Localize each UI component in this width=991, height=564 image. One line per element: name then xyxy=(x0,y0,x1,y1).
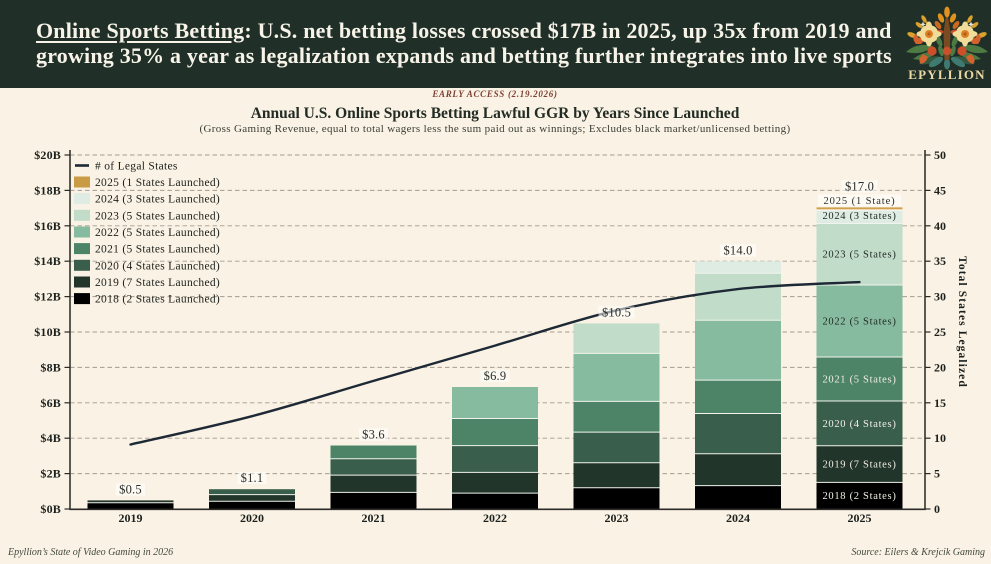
svg-text:$20B: $20B xyxy=(34,148,61,162)
svg-text:2021 (5 States Launched): 2021 (5 States Launched) xyxy=(95,244,220,256)
svg-text:2020 (4 States): 2020 (4 States) xyxy=(822,419,896,430)
svg-text:45: 45 xyxy=(934,183,946,197)
svg-text:15: 15 xyxy=(934,396,946,410)
svg-text:2025 (1 States Launched): 2025 (1 States Launched) xyxy=(95,177,220,189)
svg-text:$12B: $12B xyxy=(34,290,61,304)
svg-text:2022: 2022 xyxy=(483,511,507,525)
svg-text:2019: 2019 xyxy=(119,511,143,525)
svg-text:$14.0: $14.0 xyxy=(723,244,752,258)
svg-text:2023 (5 States): 2023 (5 States) xyxy=(822,250,896,261)
svg-text:$3.6: $3.6 xyxy=(362,428,385,442)
svg-text:$16B: $16B xyxy=(34,219,61,233)
svg-text:2025 (1 State): 2025 (1 State) xyxy=(823,196,895,207)
svg-text:2020 (4 States Launched): 2020 (4 States Launched) xyxy=(95,260,220,272)
svg-text:$1.1: $1.1 xyxy=(241,471,264,485)
svg-text:2023: 2023 xyxy=(605,511,629,525)
svg-text:$6B: $6B xyxy=(40,396,61,410)
svg-text:2023 (5 States Launched): 2023 (5 States Launched) xyxy=(95,210,220,222)
svg-text:2020: 2020 xyxy=(240,511,264,525)
svg-text:$10B: $10B xyxy=(34,325,61,339)
svg-text:25: 25 xyxy=(934,325,946,339)
svg-text:$4B: $4B xyxy=(40,431,61,445)
svg-text:$10.5: $10.5 xyxy=(602,306,631,320)
svg-text:50: 50 xyxy=(934,148,946,162)
svg-text:30: 30 xyxy=(934,290,946,304)
svg-text:2022 (5 States Launched): 2022 (5 States Launched) xyxy=(95,227,220,239)
svg-text:(Gross Gaming Revenue, equal t: (Gross Gaming Revenue, equal to total wa… xyxy=(199,123,790,135)
svg-text:5: 5 xyxy=(934,467,940,481)
svg-text:$18B: $18B xyxy=(34,183,61,197)
svg-text:$17.0: $17.0 xyxy=(845,180,874,194)
svg-text:2024 (3 States Launched): 2024 (3 States Launched) xyxy=(95,194,220,206)
svg-text:2019 (7 States Launched): 2019 (7 States Launched) xyxy=(95,277,220,289)
svg-text:2024: 2024 xyxy=(726,511,750,525)
svg-text:2024 (3 States): 2024 (3 States) xyxy=(822,211,896,222)
svg-text:Annual U.S. Online Sports Bett: Annual U.S. Online Sports Betting Lawful… xyxy=(251,105,740,122)
svg-text:2019 (7 States): 2019 (7 States) xyxy=(822,460,896,471)
svg-text:EARLY ACCESS (2.19.2026): EARLY ACCESS (2.19.2026) xyxy=(431,89,557,99)
svg-text:35: 35 xyxy=(934,254,946,268)
svg-text:$2B: $2B xyxy=(40,467,61,481)
svg-text:2021 (5 States): 2021 (5 States) xyxy=(822,375,896,386)
svg-text:40: 40 xyxy=(934,219,946,233)
svg-text:Total States Legalized: Total States Legalized xyxy=(956,256,968,388)
svg-text:2021: 2021 xyxy=(362,511,386,525)
svg-text:# of Legal States: # of Legal States xyxy=(95,161,178,173)
svg-text:2018 (2 States Launched): 2018 (2 States Launched) xyxy=(95,294,220,306)
svg-text:$0B: $0B xyxy=(40,502,61,516)
svg-text:10: 10 xyxy=(934,431,946,445)
svg-text:$8B: $8B xyxy=(40,360,61,374)
svg-text:EPYLLION: EPYLLION xyxy=(908,67,986,82)
svg-text:$0.5: $0.5 xyxy=(119,483,142,497)
svg-text:$6.9: $6.9 xyxy=(484,369,507,383)
svg-text:2018 (2 States): 2018 (2 States) xyxy=(822,491,896,502)
svg-text:$14B: $14B xyxy=(34,254,61,268)
svg-text:0: 0 xyxy=(934,502,940,516)
svg-text:20: 20 xyxy=(934,360,946,374)
svg-text:2025: 2025 xyxy=(848,511,872,525)
svg-text:2022 (5 States): 2022 (5 States) xyxy=(822,317,896,328)
